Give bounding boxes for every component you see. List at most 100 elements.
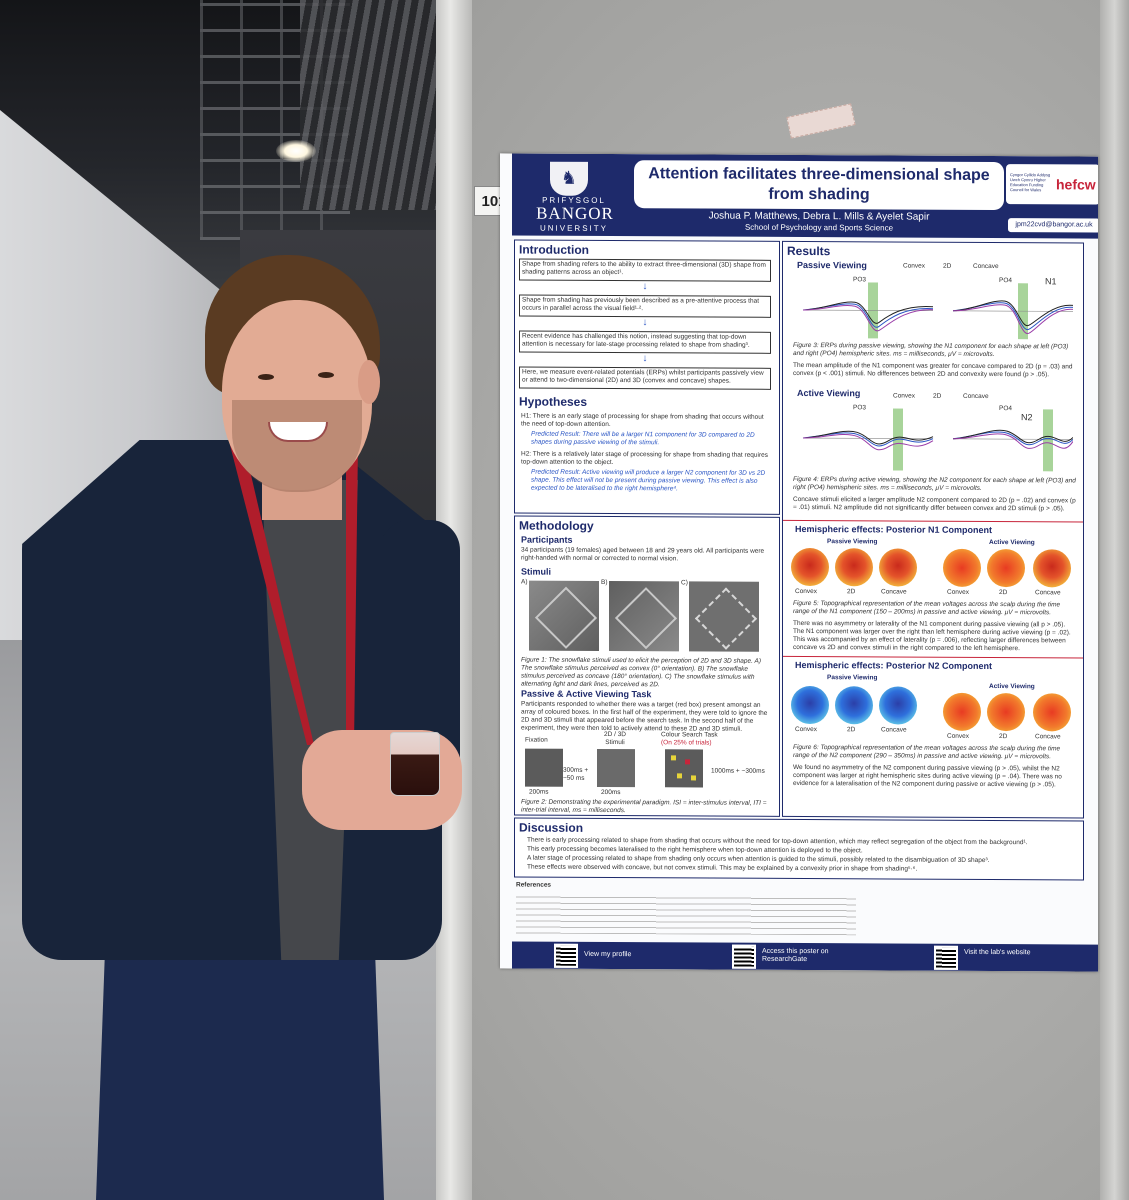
- figure6-caption: Figure 6: Topographical representation o…: [793, 743, 1061, 761]
- topo-label-concave: Concave: [881, 588, 907, 596]
- stimulus-label-c: C): [681, 579, 688, 587]
- legend-concave: Concave: [973, 262, 999, 271]
- hemi-n1-passive-label: Passive Viewing: [827, 538, 878, 546]
- figure1-caption: Figure 1: The snowflake stimuli used to …: [521, 656, 762, 689]
- legend-2d: 2D: [943, 262, 952, 270]
- hemi-n1-active-label: Active Viewing: [989, 538, 1035, 547]
- university-name-line3: UNIVERSITY: [539, 223, 608, 233]
- topomap-n1-passive-concave: [879, 548, 917, 587]
- intro-box-1: Shape from shading refers to the ability…: [519, 258, 771, 282]
- qr-code-profile-icon[interactable]: [554, 943, 578, 968]
- poster-authors: Joshua P. Matthews, Debra L. Mills & Aye…: [708, 210, 930, 223]
- n2-result-text: Concave stimuli elicited a larger amplit…: [793, 495, 1076, 513]
- topo2-label-convex-active: Convex: [947, 732, 970, 740]
- poster-header: ♞ PRIFYSGOL BANGOR UNIVERSITY Attention …: [512, 153, 1098, 239]
- n2-hemi-text: We found no asymmetry of the N2 componen…: [793, 763, 1062, 789]
- passive-viewing-title: Passive Viewing: [797, 259, 867, 271]
- intro-panel: Introduction Shape from shading refers t…: [514, 239, 780, 515]
- down-arrow-icon: ↓: [642, 317, 648, 329]
- ceiling-light: [276, 140, 316, 162]
- methodology-title: Methodology: [519, 518, 594, 533]
- hypothesis-1-prediction: Predicted Result: There will be a larger…: [531, 430, 755, 447]
- passive-erp-plot: [802, 282, 1073, 340]
- person-eye: [258, 374, 274, 380]
- participants-title: Participants: [521, 534, 573, 545]
- hemi-n2-passive-label: Passive Viewing: [827, 674, 878, 682]
- paradigm-time-3: 200ms: [601, 788, 621, 797]
- person-shirt: [22, 440, 442, 960]
- paradigm-time-1: 200ms: [529, 788, 549, 796]
- figure5-caption: Figure 5: Topographical representation o…: [793, 599, 1061, 617]
- figure3-caption: Figure 3: ERPs during passive viewing, s…: [793, 341, 1069, 359]
- legend-convex-2: Convex: [893, 392, 916, 400]
- funder-wordmark: hefcw: [1056, 176, 1096, 193]
- topo2-label-2d-active: 2D: [999, 733, 1008, 741]
- topo2-label-convex: Convex: [795, 725, 818, 734]
- legend-concave-2: Concave: [963, 392, 989, 400]
- paradigm-fixation-screen: [525, 748, 563, 787]
- qr-code-lab-icon[interactable]: [934, 945, 958, 970]
- active-erp-plot: [802, 408, 1073, 472]
- hypothesis-2: H2: There is a relatively later stage of…: [521, 450, 769, 467]
- task-text: Participants responded to whether there …: [521, 700, 768, 733]
- stimulus-convex-image: [529, 580, 599, 651]
- stimulus-concave-image: [609, 581, 679, 652]
- legend-2d-2: 2D: [933, 392, 942, 400]
- intro-box-3: Recent evidence has challenged this noti…: [519, 330, 771, 354]
- person-beard: [232, 400, 362, 492]
- poster-school: School of Psychology and Sports Science: [744, 222, 894, 233]
- topo2-label-2d: 2D: [847, 726, 856, 734]
- figure2-caption: Figure 2: Demonstrating the experimental…: [521, 798, 767, 815]
- lanyard: [346, 445, 358, 745]
- hypotheses-title: Hypotheses: [519, 394, 588, 409]
- funder-name: Cyngor Cyllido Addysg Uwch Cymru Higher …: [1010, 172, 1051, 193]
- topo-label-2d-active: 2D: [999, 589, 1008, 597]
- topo2-label-concave: Concave: [881, 726, 907, 734]
- topo-label-convex-active: Convex: [947, 588, 970, 596]
- research-poster: ♞ PRIFYSGOL BANGOR UNIVERSITY Attention …: [500, 153, 1098, 972]
- qr-code-researchgate-icon[interactable]: [732, 944, 756, 969]
- stimulus-label-b: B): [601, 578, 608, 586]
- results-panel: Results Passive Viewing Convex 2D Concav…: [782, 240, 1084, 819]
- footer-lab-link[interactable]: Visit the lab's website: [964, 948, 1031, 957]
- topomap-n2-active-concave: [1033, 693, 1071, 732]
- hemi-n2-active-label: Active Viewing: [989, 682, 1035, 691]
- topo2-label-concave-active: Concave: [1035, 733, 1061, 741]
- references-list: [516, 893, 856, 936]
- topomap-n1-passive-2d: [835, 548, 873, 587]
- n1-result-text: The mean amplitude of the N1 component w…: [793, 361, 1073, 379]
- discussion-panel: Discussion There is early processing rel…: [514, 817, 1084, 881]
- person-ear: [358, 360, 380, 404]
- stimulus-2d-image: [689, 581, 759, 652]
- footer-profile-link[interactable]: View my profile: [584, 950, 632, 959]
- paradigm-search-screen: [665, 749, 703, 788]
- footer-researchgate-link[interactable]: Access this poster on ResearchGate: [762, 947, 829, 964]
- person-eye: [318, 372, 334, 378]
- down-arrow-icon: ↓: [642, 353, 648, 365]
- intro-box-2: Shape from shading has previously been d…: [519, 294, 771, 318]
- person-face: [222, 300, 372, 490]
- paradigm-label-stimuli: 2D / 3D Stimuli: [603, 730, 627, 747]
- topo-label-concave-active: Concave: [1035, 589, 1061, 597]
- methodology-panel: Methodology Participants 34 participants…: [514, 515, 780, 817]
- figure4-caption: Figure 4: ERPs during active viewing, sh…: [793, 475, 1076, 492]
- hemi-n2-title: Hemispheric effects: Posterior N2 Compon…: [795, 659, 993, 672]
- paradigm-label-trials: (On 25% of trials): [661, 739, 712, 747]
- discussion-bullet-4: These effects were observed with concave…: [527, 863, 918, 873]
- topomap-n1-active-2d: [987, 548, 1025, 588]
- active-viewing-title: Active Viewing: [797, 387, 861, 399]
- intro-title: Introduction: [519, 242, 589, 257]
- topomap-n2-active-2d: [987, 692, 1025, 732]
- contact-email: jpm22cvd@bangor.ac.uk: [1008, 218, 1098, 233]
- board-frame-right: [1100, 0, 1129, 1200]
- topomap-n2-active-convex: [943, 692, 981, 731]
- university-name-line2: BANGOR: [536, 203, 614, 224]
- n1-hemi-text: There was no asymmetry or laterality of …: [793, 619, 1071, 653]
- paradigm-time-2: 300ms + ~50 ms: [563, 766, 589, 782]
- references-title: References: [516, 881, 552, 889]
- topomap-n2-passive-concave: [879, 686, 917, 725]
- results-title: Results: [787, 243, 831, 259]
- ceiling-duct: [300, 0, 450, 210]
- topomap-n2-passive-2d: [835, 686, 873, 725]
- paradigm-time-4: 1000ms + ~300ms: [711, 767, 765, 775]
